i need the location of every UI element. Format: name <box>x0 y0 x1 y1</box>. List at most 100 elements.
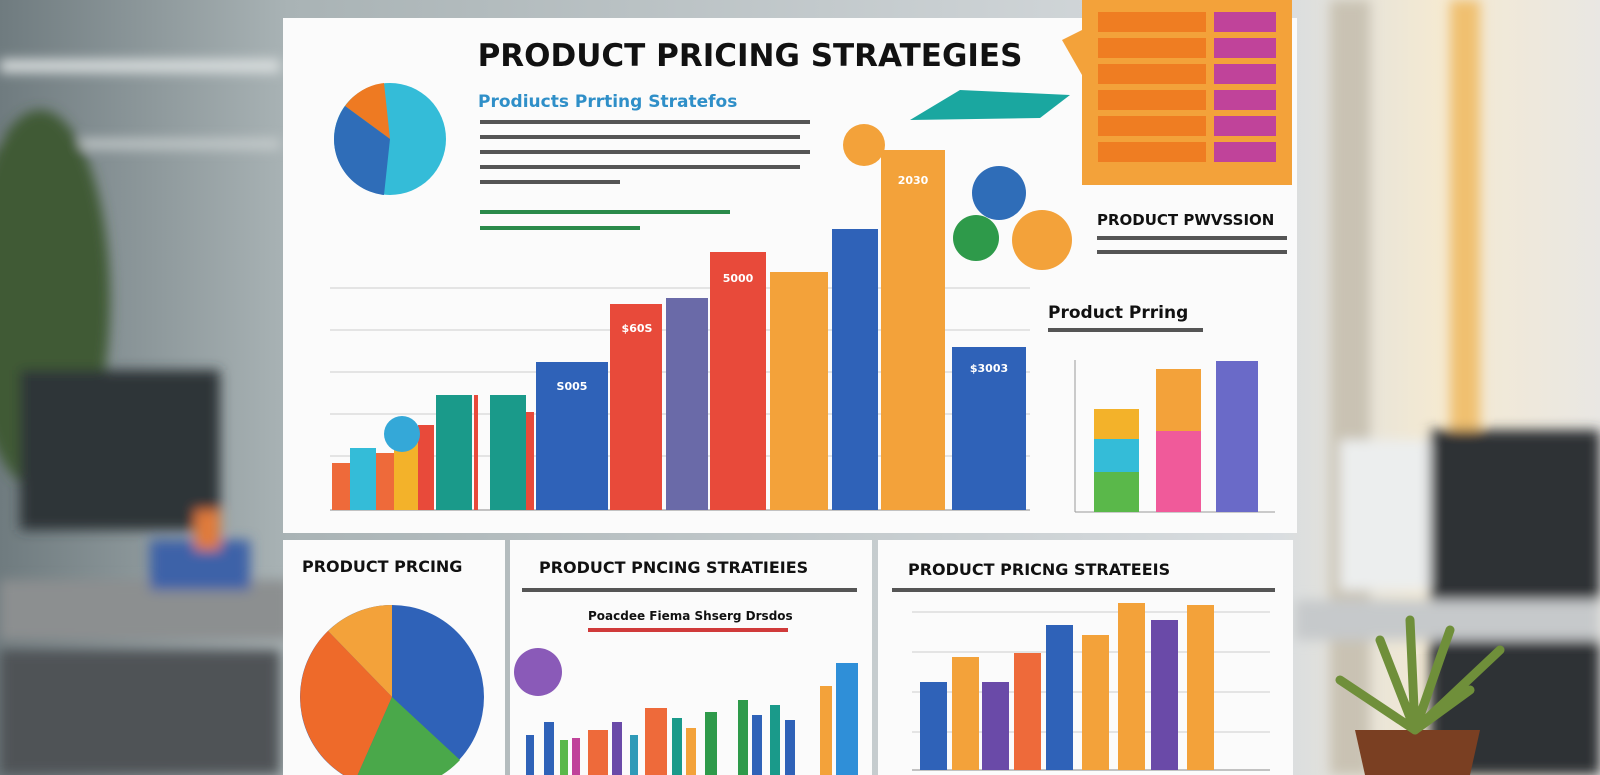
bars-rect <box>572 738 580 775</box>
background-g-rect <box>20 370 220 530</box>
text-lines-rect <box>480 226 640 230</box>
bars-rect <box>1046 625 1073 770</box>
text-line <box>1097 250 1287 254</box>
plant-path <box>1355 730 1480 775</box>
bottom-panel-circle <box>514 648 562 696</box>
table-grid-rect <box>1214 142 1276 162</box>
table-grid-rect <box>1214 90 1276 110</box>
bubbles-circle <box>972 166 1026 220</box>
background-g-rect <box>1330 0 1370 775</box>
text-lines-rect <box>480 165 800 169</box>
table-grid-rect <box>1214 116 1276 136</box>
text-line <box>892 588 1275 592</box>
text-lines-rect <box>480 135 800 139</box>
bubbles-circle <box>1012 210 1072 270</box>
bar-label: 2030 <box>898 174 929 187</box>
bubbles <box>843 90 1072 270</box>
text-lines <box>480 120 810 230</box>
main-poster: PRODUCT PRICING STRATEGIES Prodiucts Prr… <box>283 0 1297 533</box>
plant-path <box>1335 615 1505 735</box>
bars-rect <box>630 735 638 775</box>
main-bars-rect <box>376 453 394 510</box>
side-bars-rect <box>1094 409 1139 439</box>
background-g-rect <box>195 510 220 550</box>
text-line <box>1097 236 1287 240</box>
bottom-panel: PRODUCT PRCING <box>283 540 505 775</box>
main-bars-rect <box>394 440 418 510</box>
side-bars <box>1074 360 1275 513</box>
bars-rect <box>645 708 667 775</box>
bars-rect <box>612 722 622 775</box>
bars-rect <box>1014 653 1041 770</box>
bar-label: $3003 <box>970 362 1008 375</box>
bars-rect <box>588 730 608 775</box>
bars-rect <box>1118 603 1145 770</box>
bars-rect <box>1151 620 1178 770</box>
bars-rect <box>1187 605 1214 770</box>
table-grid-rect <box>1098 12 1206 32</box>
main-bars-circle <box>384 416 420 452</box>
table-grid-rect <box>1098 90 1206 110</box>
table-grid-rect <box>1098 142 1206 162</box>
text-lines-rect <box>480 180 620 184</box>
pie-path <box>345 83 390 139</box>
bar-label: S005 <box>557 380 588 393</box>
bars-rect <box>820 686 832 775</box>
panel-title: PRODUCT PNCING STRATIEIES <box>539 558 808 577</box>
bars-rect <box>982 682 1009 770</box>
side-bars-rect <box>1094 472 1139 512</box>
bars-rect <box>752 715 762 775</box>
main-bars-rect <box>832 229 878 510</box>
bottom-panel-path <box>300 631 392 775</box>
panel-title: PRODUCT PRICNG STRATEEIS <box>908 560 1170 579</box>
side-bars-rect <box>1216 361 1258 512</box>
bars-rect <box>686 728 696 775</box>
bars-rect <box>952 657 979 770</box>
main-bars-rect <box>418 425 434 510</box>
table-grid-rect <box>1214 12 1276 32</box>
bottom-panel: PRODUCT PRICNG STRATEEIS <box>878 540 1293 775</box>
bars <box>526 663 858 775</box>
bars-rect <box>785 720 795 775</box>
main-bars-rect <box>474 395 478 510</box>
main-poster-path <box>1062 30 1082 75</box>
table-grid <box>1098 12 1276 162</box>
side-bars-rect <box>1156 369 1201 431</box>
text-lines-rect <box>480 210 730 214</box>
table-grid-rect <box>1098 64 1206 84</box>
main-bars-rect <box>350 448 376 510</box>
bars-rect <box>770 705 780 775</box>
main-bars-rect <box>536 362 608 510</box>
bottom-panel-path <box>328 605 392 697</box>
subtitle: Prodiucts Prrting Stratefos <box>478 92 737 112</box>
bars-rect <box>1082 635 1109 770</box>
panel-subtitle: Poacdee Fiema Shserg Drsdos <box>588 609 793 623</box>
bars-rect <box>836 663 858 775</box>
table-grid-rect <box>1098 116 1206 136</box>
panel-title: PRODUCT PRCING <box>302 557 462 576</box>
bars-rect <box>920 682 947 770</box>
pie <box>334 83 446 195</box>
main-bars-rect <box>881 150 945 510</box>
side-title: Product Prring <box>1048 303 1188 323</box>
main-bars-rect <box>436 395 472 510</box>
main-bars-rect <box>332 463 350 510</box>
main-bars-rect <box>666 298 708 510</box>
bars-rect <box>705 712 717 775</box>
main-bars-rect <box>490 395 526 510</box>
main-bars <box>332 150 1026 510</box>
table-grid-rect <box>1098 38 1206 58</box>
background-g-rect <box>0 140 280 148</box>
bubbles-circle <box>953 215 999 261</box>
main-bars-rect <box>710 252 766 510</box>
bottom-panel-path <box>357 697 460 775</box>
bars-rect <box>526 735 534 775</box>
main-bars-rect <box>526 412 534 510</box>
pie-path <box>334 106 390 195</box>
bars-rect <box>560 740 568 775</box>
bar-label: 5000 <box>723 272 754 285</box>
background-g-rect <box>0 60 280 72</box>
